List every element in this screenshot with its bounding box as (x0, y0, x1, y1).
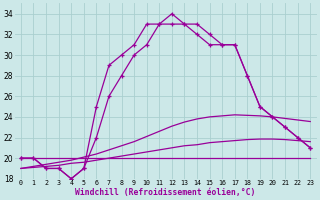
X-axis label: Windchill (Refroidissement éolien,°C): Windchill (Refroidissement éolien,°C) (76, 188, 256, 197)
